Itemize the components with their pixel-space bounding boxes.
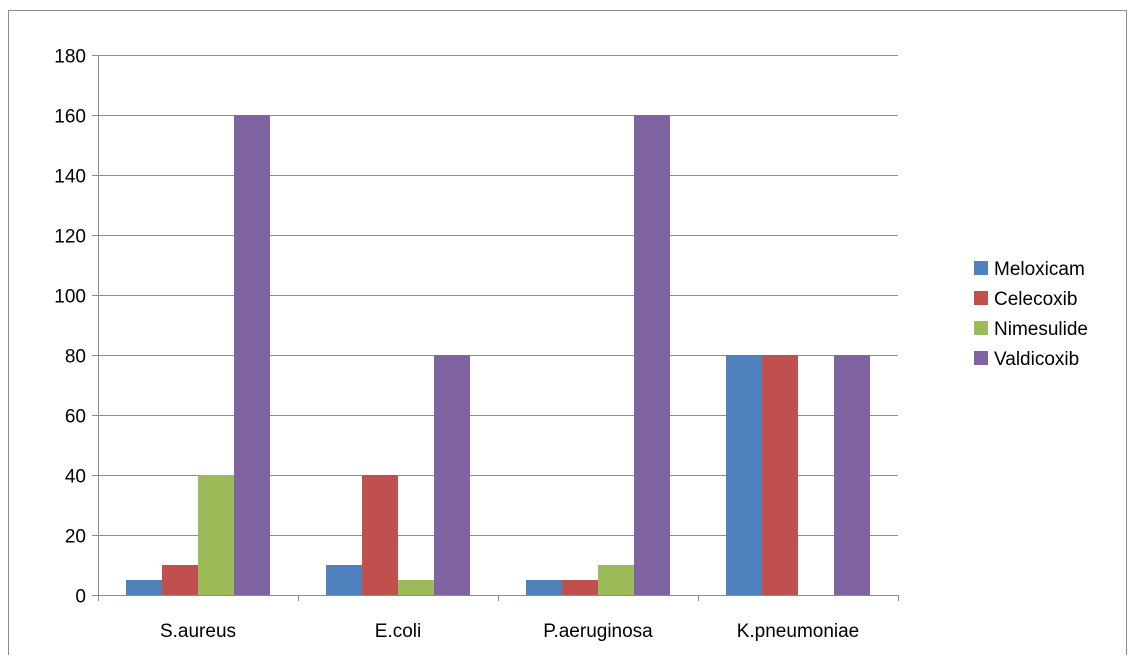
bar-meloxicam-e-coli <box>326 565 362 595</box>
legend-label-nimesulide: Nimesulide <box>994 319 1088 340</box>
legend-swatch-meloxicam <box>974 261 988 275</box>
bar-meloxicam-s-aureus <box>126 580 162 595</box>
y-tick-label: 0 <box>75 587 86 608</box>
y-tick-label: 180 <box>54 47 86 68</box>
bar-celecoxib-k-pneumoniae <box>762 355 798 595</box>
bar-valdicoxib-s-aureus <box>234 115 270 595</box>
bar-celecoxib-p-aeruginosa <box>562 580 598 595</box>
bar-celecoxib-s-aureus <box>162 565 198 595</box>
legend-swatch-celecoxib <box>974 291 988 305</box>
bar-valdicoxib-e-coli <box>434 355 470 595</box>
legend-label-meloxicam: Meloxicam <box>994 259 1085 280</box>
bar-valdicoxib-p-aeruginosa <box>634 115 670 595</box>
y-tick-labels: 0 20 40 60 80 100 120 140 160 180 <box>54 47 86 608</box>
bar-nimesulide-s-aureus <box>198 475 234 595</box>
y-tick-label: 60 <box>65 407 86 428</box>
x-tick-label: P.aeruginosa <box>543 621 653 642</box>
x-tick-labels: S.aureus E.coli P.aeruginosa K.pneumoniae <box>160 621 859 642</box>
bar-valdicoxib-k-pneumoniae <box>834 355 870 595</box>
y-tick-label: 160 <box>54 107 86 128</box>
bar-meloxicam-k-pneumoniae <box>726 355 762 595</box>
y-tick-label: 20 <box>65 527 86 548</box>
y-tick-label: 100 <box>54 287 86 308</box>
y-tick-label: 80 <box>65 347 86 368</box>
x-tick-label: K.pneumoniae <box>737 621 860 642</box>
legend: Meloxicam Celecoxib Nimesulide Valdicoxib <box>974 259 1088 370</box>
x-tick-label: E.coli <box>375 621 421 642</box>
chart-area <box>8 10 1127 655</box>
y-tick-label: 140 <box>54 167 86 188</box>
bar-nimesulide-p-aeruginosa <box>598 565 634 595</box>
bars <box>126 115 870 595</box>
axes <box>92 55 899 601</box>
x-tick-label: S.aureus <box>160 621 236 642</box>
legend-swatch-nimesulide <box>974 321 988 335</box>
legend-swatch-valdicoxib <box>974 351 988 365</box>
bar-nimesulide-e-coli <box>398 580 434 595</box>
legend-label-celecoxib: Celecoxib <box>994 289 1077 310</box>
y-tick-label: 120 <box>54 227 86 248</box>
y-tick-label: 40 <box>65 467 86 488</box>
legend-label-valdicoxib: Valdicoxib <box>994 349 1079 370</box>
bar-meloxicam-p-aeruginosa <box>526 580 562 595</box>
bar-celecoxib-e-coli <box>362 475 398 595</box>
